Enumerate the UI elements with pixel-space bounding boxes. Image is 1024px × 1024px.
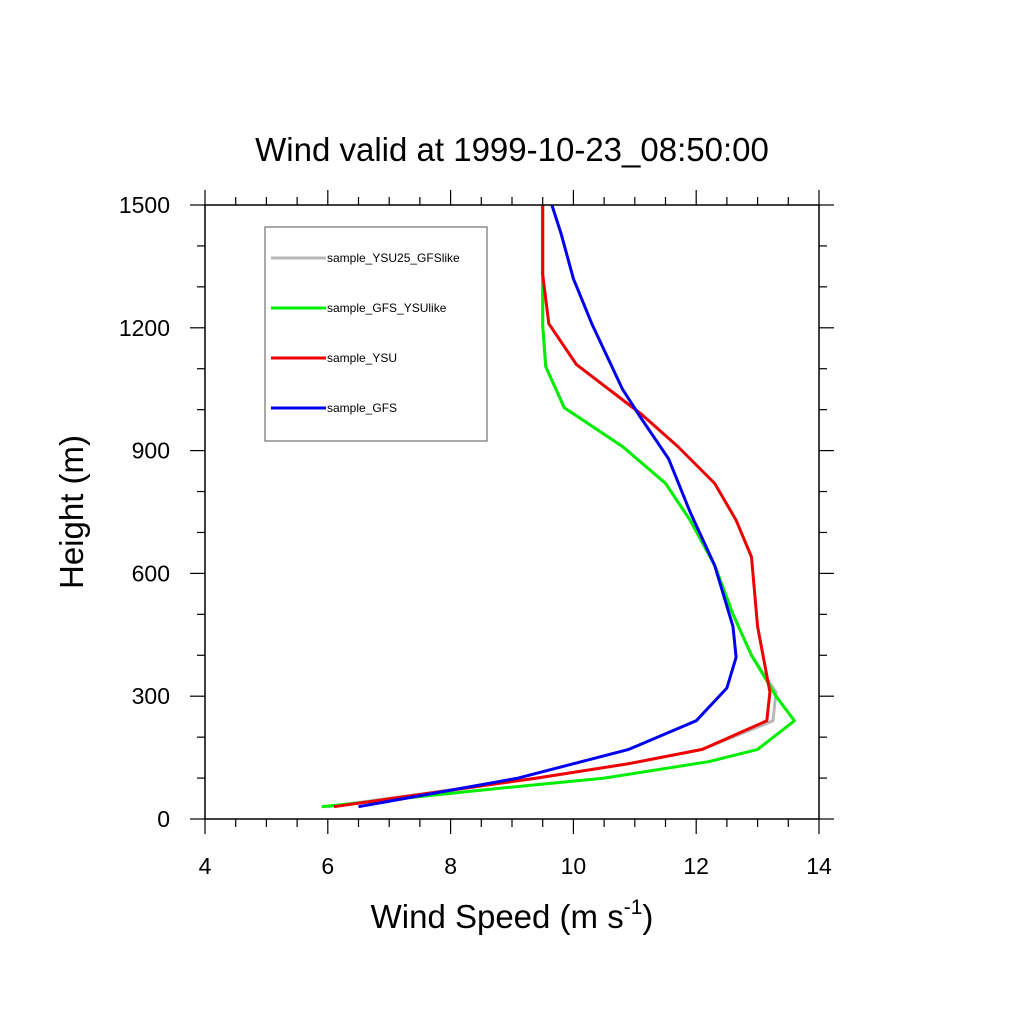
y-tick-label: 0 xyxy=(157,806,170,832)
series-line-sample_GFS xyxy=(358,204,738,809)
series-line-sample_GFS_YSUlike xyxy=(321,205,796,809)
y-tick-label: 300 xyxy=(132,683,170,709)
chart-title: Wind valid at 1999-10-23_08:50:00 xyxy=(255,131,769,168)
x-axis-title-sup: -1 xyxy=(624,896,643,919)
x-tick-label: 6 xyxy=(321,853,334,879)
y-tick-label: 1500 xyxy=(119,192,170,218)
x-axis-title-main: Wind Speed (m s xyxy=(371,898,624,935)
legend-label: sample_YSU25_GFSlike xyxy=(327,251,460,265)
y-tick-label: 600 xyxy=(132,560,170,586)
axis-ticks xyxy=(190,190,834,834)
series-lines xyxy=(321,204,796,809)
legend-label: sample_GFS_YSUlike xyxy=(327,301,447,315)
x-tick-label: 4 xyxy=(199,853,212,879)
tick-labels: 4 6 8 10 12 14 0 300 600 900 1200 1500 xyxy=(119,192,832,879)
x-tick-label: 14 xyxy=(806,853,832,879)
legend-box xyxy=(264,226,488,442)
legend-label: sample_YSU xyxy=(327,351,397,365)
y-tick-label: 900 xyxy=(132,438,170,464)
x-axis-title: Wind Speed (m s-1) xyxy=(371,896,654,935)
legend-label: sample_GFS xyxy=(327,401,397,415)
plot-frame xyxy=(204,204,820,820)
legend: sample_YSU25_GFSlike sample_GFS_YSUlikesa… xyxy=(264,226,488,442)
y-axis-title: Height (m) xyxy=(53,435,90,589)
x-tick-label: 12 xyxy=(683,853,709,879)
x-axis-title-end: ) xyxy=(642,898,653,935)
series-line-sample_YSU xyxy=(333,205,772,809)
x-tick-label: 8 xyxy=(444,853,457,879)
x-tick-label: 10 xyxy=(561,853,587,879)
y-tick-label: 1200 xyxy=(119,315,170,341)
